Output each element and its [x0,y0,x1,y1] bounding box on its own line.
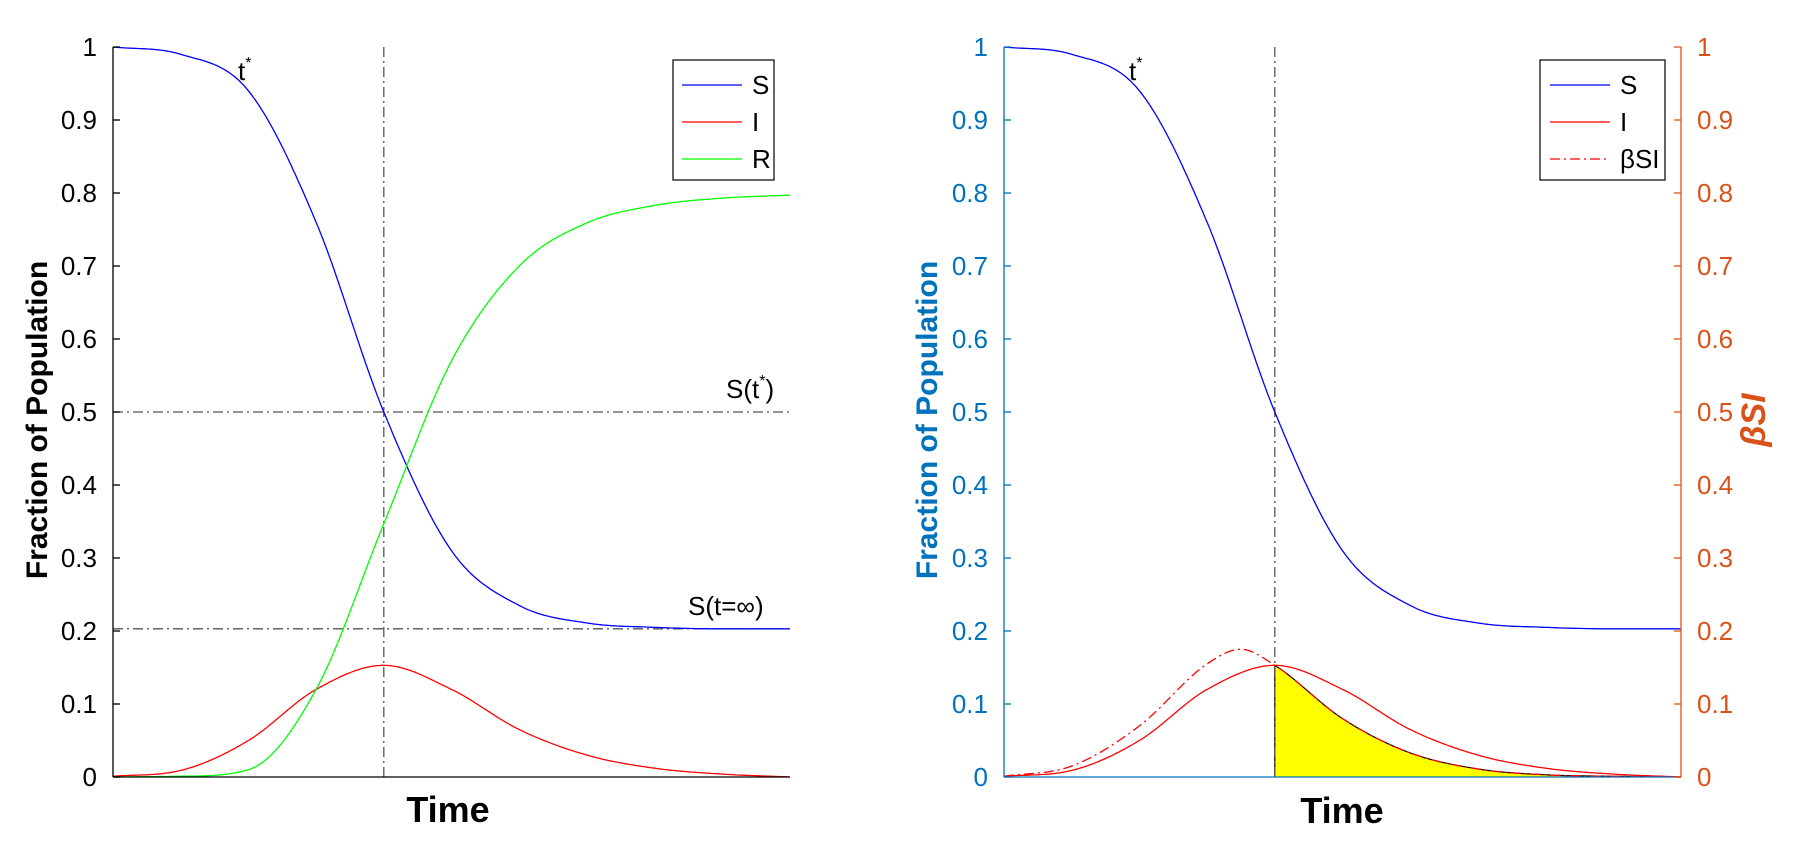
right-chart: 0 0.1 0.2 0.3 0.4 0.5 0.6 0.7 0.8 0.9 1 0 0.1 0.2 0.3… [911,32,1773,831]
y-tick-label: 0.3 [952,543,988,573]
y-tick-label: 0.7 [952,251,988,281]
y-tick-label: 0.6 [61,324,97,354]
y-tick-label: 0.9 [61,105,97,135]
series-line-R [113,194,791,778]
series-line-I [1003,664,1682,778]
y-tick-label: 0.5 [61,397,97,427]
y-tick-label: 0.2 [61,616,97,646]
shaded-area [1274,664,1681,778]
y-tick-label: 0 [974,762,988,792]
y2-tick-label: 0.2 [1697,616,1733,646]
t-star-label: t* [1129,55,1142,86]
y2-tick-label: 1 [1697,32,1711,62]
x-axis-label: Time [406,789,489,830]
y2-tick-label: 0.5 [1697,397,1733,427]
series-line-S [112,46,790,630]
legend-label-I: I [1620,107,1627,137]
left-chart: 0 0.1 0.2 0.3 0.4 0.5 0.6 0.7 0.8 0.9 1 t* S(t*) S… [21,32,791,830]
series-line-I [112,664,791,778]
y-tick-label: 0.5 [952,397,988,427]
y2-tick-label: 0.6 [1697,324,1733,354]
y-tick-label: 0.4 [952,470,988,500]
legend-label-I: I [752,107,759,137]
y-tick-label: 0.7 [61,251,97,281]
x-axis-label: Time [1300,790,1383,831]
y-tick-label: 0.3 [61,543,97,573]
t-star-label: t* [238,55,251,86]
y2-axis-ticks: 0 0.1 0.2 0.3 0.4 0.5 0.6 0.7 0.8 0.9 1 [1674,32,1733,792]
legend-label-βSI: βSI [1620,144,1660,174]
y2-tick-label: 0.3 [1697,543,1733,573]
y2-tick-label: 0.9 [1697,105,1733,135]
y2-tick-label: 0.7 [1697,251,1733,281]
y-axis-label: Fraction of Population [911,261,944,579]
legend: SIR [672,59,775,181]
y-tick-label: 0.2 [952,616,988,646]
y-axis-ticks: 0 0.1 0.2 0.3 0.4 0.5 0.6 0.7 0.8 0.9 1 [952,32,1011,792]
series-line-βSI [1003,648,1681,778]
y2-tick-label: 0.4 [1697,470,1733,500]
legend-label-S: S [752,70,769,100]
y-tick-label: 0.9 [952,105,988,135]
y-tick-label: 1 [974,32,988,62]
y2-tick-label: 0.8 [1697,178,1733,208]
shaded-region [1274,665,1681,777]
series-lines [1003,46,1682,778]
legend-label-S: S [1620,70,1637,100]
y2-tick-label: 0.1 [1697,689,1733,719]
s-inf-label: S(t=∞) [688,591,764,621]
y2-axis-label: βSI [1735,392,1773,448]
y-axis-label: Fraction of Population [21,261,54,579]
y-tick-label: 0.4 [61,470,97,500]
series-lines [112,46,791,778]
s-tstar-label: S(t*) [726,373,774,404]
y-tick-label: 0 [83,762,97,792]
series-line-S [1003,46,1681,630]
y-tick-label: 0.8 [61,178,97,208]
y-tick-label: 0.8 [952,178,988,208]
y-axis-ticks: 0 0.1 0.2 0.3 0.4 0.5 0.6 0.7 0.8 0.9 1 [61,32,120,792]
y-tick-label: 1 [83,32,97,62]
y-tick-label: 0.1 [61,689,97,719]
legend-label-R: R [752,144,771,174]
y2-tick-label: 0 [1697,762,1711,792]
y-tick-label: 0.1 [952,689,988,719]
y-tick-label: 0.6 [952,324,988,354]
